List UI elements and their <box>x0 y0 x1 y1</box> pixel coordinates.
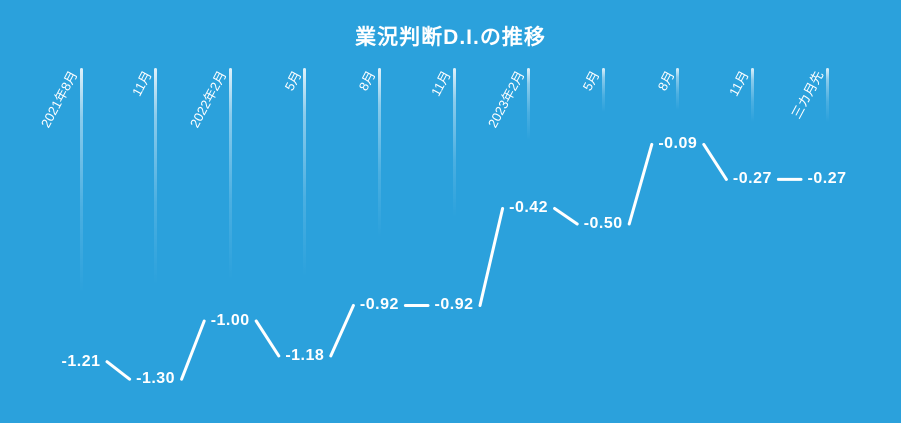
data-label: -0.50 <box>583 215 623 232</box>
gridline <box>601 68 605 112</box>
gridline <box>527 68 531 140</box>
data-label: -1.18 <box>285 346 325 364</box>
line-segment <box>553 206 579 226</box>
gridline <box>303 68 307 277</box>
line-segment <box>627 142 654 226</box>
gridline <box>452 68 456 217</box>
data-label: -0.27 <box>732 170 772 188</box>
data-label: -0.09 <box>658 135 698 153</box>
gridline <box>377 68 381 237</box>
line-segment <box>180 319 206 381</box>
gridline <box>750 68 754 122</box>
gridline <box>154 68 158 285</box>
line-segment <box>329 303 355 358</box>
gridline <box>676 68 680 110</box>
gridline <box>79 68 83 293</box>
line-segment <box>254 319 281 358</box>
gridline <box>825 68 829 122</box>
data-label: -0.42 <box>509 199 549 217</box>
line-segment <box>478 206 505 307</box>
data-label: -0.92 <box>434 296 474 314</box>
data-label: -1.30 <box>136 370 176 388</box>
gridline <box>228 68 232 280</box>
data-label: -0.92 <box>359 296 399 314</box>
data-label: -1.21 <box>61 352 101 370</box>
chart-title: 業況判断D.I.の推移 <box>355 26 546 49</box>
data-label: -1.00 <box>210 312 250 329</box>
line-segment <box>702 142 728 181</box>
line-segment <box>105 360 132 381</box>
data-label: -0.27 <box>807 170 847 188</box>
